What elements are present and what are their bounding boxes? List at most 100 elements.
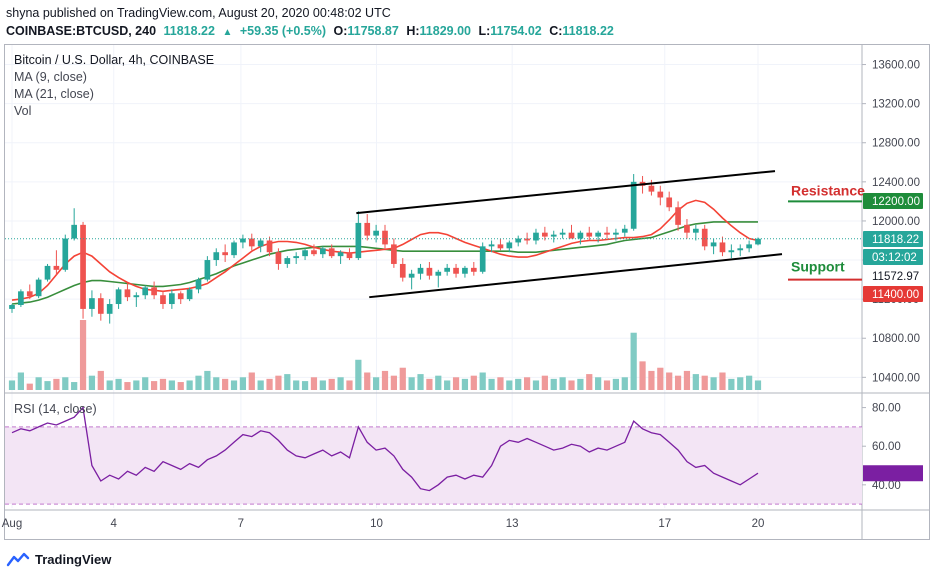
candle-body (408, 273, 415, 278)
candle-body (311, 250, 317, 255)
volume-bar (639, 361, 646, 390)
volume-bar (337, 377, 344, 390)
volume-bar (683, 370, 691, 390)
time-tick-label: 20 (752, 518, 765, 530)
candle-body (515, 238, 522, 243)
volume-bar (35, 377, 42, 390)
volume-bar (310, 377, 318, 390)
volume-bar (488, 378, 495, 390)
candle-body (248, 238, 255, 247)
volume-bar (426, 378, 433, 390)
legend-vol: Vol (14, 104, 32, 118)
candle-body (293, 256, 300, 259)
close-value: 11818.22 (562, 24, 614, 38)
rsi-pane (5, 406, 862, 505)
candle-body (26, 291, 33, 297)
volume-bar (728, 378, 735, 390)
channel-lower (369, 253, 783, 299)
volume-bar (515, 378, 522, 390)
price-tick-label: 13600.00 (872, 60, 920, 72)
time-tick-label: 17 (658, 518, 671, 530)
volume-bar (621, 377, 628, 390)
candle-body (18, 291, 24, 306)
time-tick-label: Aug (2, 518, 22, 530)
candle-body (151, 287, 157, 296)
volume-bar (293, 380, 300, 390)
symbol-label: COINBASE:BTCUSD, 240 (6, 24, 157, 38)
candle-body (391, 244, 397, 264)
price-tag-label: 11818.22 (872, 234, 919, 246)
candle-body (328, 248, 335, 257)
volume-bar (301, 381, 309, 390)
candle-body (444, 267, 451, 272)
candle-body (355, 222, 362, 259)
candle-body (577, 232, 584, 239)
candle-body (106, 304, 113, 314)
volume-bar (710, 377, 717, 390)
candle-body (657, 191, 664, 198)
volume-bar (701, 375, 708, 390)
volume-bar (381, 370, 389, 390)
volume-bar (373, 377, 380, 390)
price-tick-label: 10400.00 (872, 372, 920, 384)
volume-bar (97, 370, 104, 390)
candle-body (506, 242, 513, 249)
volume-bar (257, 380, 264, 390)
volume-bar (399, 367, 406, 390)
candle-body (675, 207, 681, 225)
quote-line: COINBASE:BTCUSD, 240 11818.22 ▲ +59.35 (… (6, 24, 618, 38)
open-label: O: (333, 24, 348, 38)
candle-body (302, 250, 308, 257)
price-tick-label: 13200.00 (872, 99, 920, 111)
candle-body (213, 252, 220, 261)
channel-lines (356, 170, 783, 299)
candle-body (488, 244, 495, 247)
candle-body (497, 244, 504, 249)
volume-bar (133, 380, 140, 390)
legend-ma9: MA (9, close) (14, 70, 87, 84)
volume-bars (8, 320, 762, 390)
time-axis: Aug 4 7 10 13 17 20 (2, 518, 765, 530)
candle-body (284, 258, 291, 264)
low-label: L: (478, 24, 491, 38)
volume-bar (541, 375, 548, 390)
candle-body (195, 279, 202, 290)
price-tick-label: 12800.00 (872, 138, 920, 150)
time-tick-label: 13 (506, 518, 519, 530)
candle-body (462, 267, 468, 274)
volume-bar (586, 374, 593, 390)
candle-body (97, 298, 104, 314)
candle-body (435, 271, 442, 276)
price-tags: 11818.22 03:12:02 11572.97 12200.00 11400.00 (863, 193, 923, 482)
volume-bar (568, 380, 575, 390)
volume-bar (142, 377, 149, 390)
price-tag-label: 12200.00 (872, 196, 920, 208)
resistance-label: Resistance (791, 182, 865, 198)
volume-bar (319, 380, 326, 390)
volume-bar (88, 375, 96, 390)
candle-body (524, 238, 530, 241)
chart-legend: Bitcoin / U.S. Dollar, 4h, COINBASE MA (… (14, 52, 214, 120)
price-axis: 10400.0010800.0011200.0011600.0012000.00… (862, 60, 920, 492)
candle-body (533, 232, 539, 241)
volume-bar (204, 370, 211, 390)
candle-body (746, 244, 752, 249)
volume-bar (506, 380, 513, 390)
high-label: H: (406, 24, 420, 38)
volume-bar (168, 380, 175, 390)
candle-body (470, 267, 477, 272)
ma9-series (11, 199, 759, 301)
candle-body (177, 293, 184, 300)
candle-body (595, 232, 601, 237)
volume-bar (328, 378, 335, 390)
footer[interactable]: TradingView (6, 548, 111, 570)
volume-bar (177, 382, 184, 390)
volume-bar (355, 359, 362, 390)
candle-body (542, 232, 548, 237)
rsi-legend: RSI (14, close) (14, 402, 97, 416)
volume-bar (230, 380, 238, 390)
rsi-tick-label: 80.00 (872, 403, 901, 415)
price-tag (863, 193, 923, 209)
candle-body (559, 232, 566, 235)
